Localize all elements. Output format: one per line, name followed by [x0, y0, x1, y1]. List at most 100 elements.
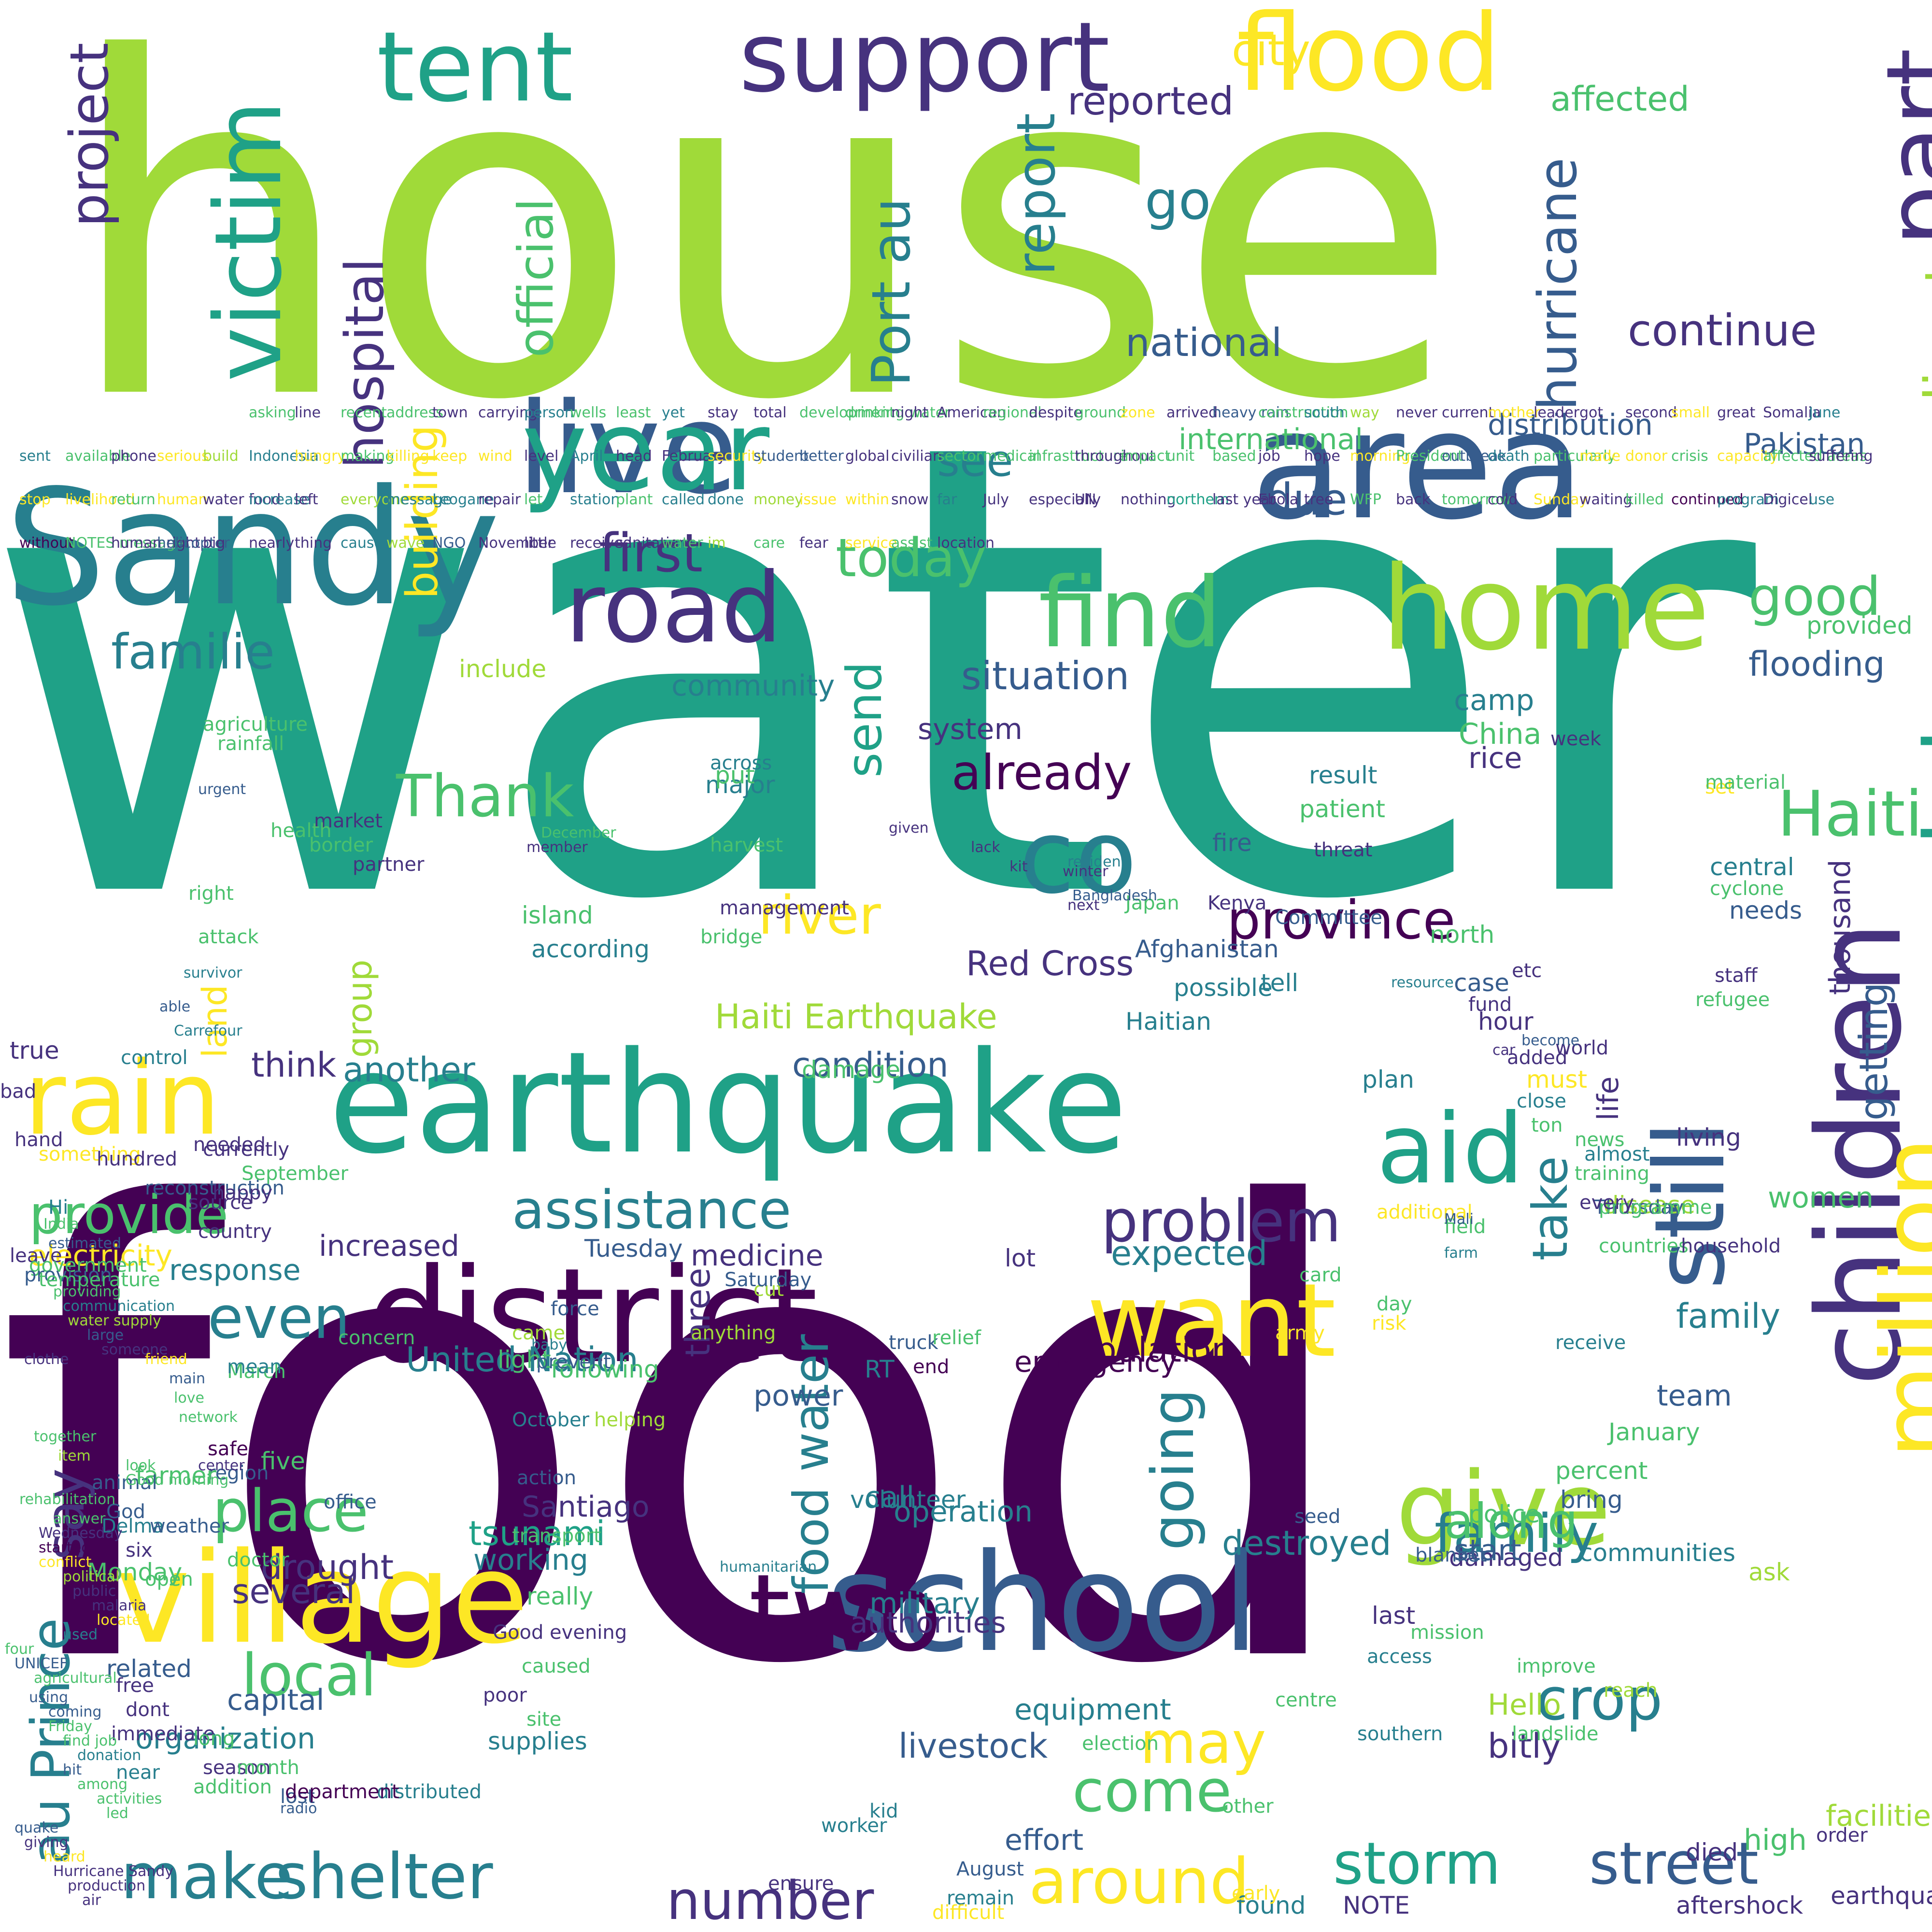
cloud-word: training — [1575, 1163, 1649, 1185]
cloud-word: countries — [1599, 1235, 1689, 1257]
cloud-word: UNICEF — [14, 1655, 68, 1672]
cloud-word: doctor — [227, 1549, 289, 1571]
cloud-word: Hi — [48, 1196, 69, 1219]
cloud-word: recent — [341, 404, 387, 421]
cloud-word: care — [753, 535, 785, 552]
cloud-word: sanitation — [616, 535, 688, 552]
cloud-word: got — [1579, 404, 1604, 421]
cloud-word: mission — [1410, 1621, 1484, 1644]
cloud-word: main — [169, 1370, 205, 1387]
cloud-word: Wednesday — [39, 1525, 123, 1542]
cloud-word: quake — [14, 1819, 59, 1836]
cloud-word: together — [34, 1428, 97, 1445]
cloud-word: student — [753, 448, 809, 465]
cloud-word: provide — [29, 1184, 229, 1246]
cloud-word: arrived — [1166, 404, 1218, 421]
cloud-word: relief — [932, 1327, 981, 1349]
cloud-word: season — [203, 1757, 271, 1779]
cloud-word: resident — [1067, 853, 1127, 870]
cloud-word: NGO — [432, 535, 466, 552]
cloud-word: malaria — [92, 1597, 147, 1614]
cloud-word: police — [1468, 1500, 1540, 1528]
cloud-word: water food — [203, 491, 281, 508]
cloud-word: hundred — [97, 1148, 178, 1170]
cloud-word: island — [522, 901, 593, 929]
cloud-word: night — [891, 404, 929, 421]
cloud-word: getting — [1851, 982, 1896, 1121]
cloud-word: President — [1396, 448, 1463, 465]
cloud-word: response — [169, 1253, 301, 1287]
cloud-word: support — [739, 1, 1110, 114]
cloud-word: capacity — [1717, 448, 1778, 465]
cloud-word: Monday — [87, 1558, 183, 1586]
cloud-word: making — [341, 448, 395, 465]
cloud-word: zone — [1121, 404, 1155, 421]
cloud-word: big — [203, 535, 226, 552]
cloud-word: assist — [891, 535, 933, 552]
cloud-word: drinking water — [845, 404, 951, 421]
cloud-word: found — [1236, 1891, 1306, 1919]
cloud-word: survivor — [184, 965, 242, 981]
cloud-word: year — [522, 387, 770, 516]
cloud-word: place — [213, 1478, 369, 1545]
cloud-word: March — [227, 1361, 286, 1383]
cloud-word: condition — [792, 1045, 949, 1085]
cloud-word: estimated — [48, 1235, 122, 1252]
cloud-word: farmer — [135, 1462, 216, 1490]
cloud-word: waiting — [1579, 491, 1633, 508]
cloud-word: look — [126, 1457, 156, 1474]
cloud-word: plant — [616, 491, 653, 508]
cloud-word: capital — [227, 1683, 325, 1717]
cloud-word: power — [753, 1379, 843, 1413]
cloud-word: number — [667, 1870, 874, 1932]
cloud-word: city — [1232, 25, 1311, 76]
cloud-word: every — [1579, 1192, 1634, 1214]
cloud-word: helping — [594, 1409, 666, 1431]
cloud-word: regional — [983, 404, 1042, 421]
cloud-word: must — [1526, 1065, 1588, 1094]
cloud-word: land — [195, 984, 235, 1058]
cloud-word: month — [237, 1757, 299, 1779]
cloud-word: continued — [1671, 491, 1744, 508]
cloud-word: really — [526, 1582, 594, 1610]
cloud-word: air — [82, 1892, 101, 1909]
cloud-word: Saturday — [724, 1269, 812, 1291]
cloud-word: particularly — [1534, 448, 1616, 465]
cloud-word: tree — [1304, 491, 1334, 508]
cloud-word: current — [1442, 404, 1494, 421]
cloud-word: RT — [865, 1355, 895, 1383]
cloud-word: among — [77, 1776, 128, 1793]
cloud-word: donor — [1625, 448, 1668, 465]
cloud-word: winter — [1063, 863, 1108, 880]
cloud-word: Tuesday — [584, 1235, 683, 1263]
cloud-word: street — [1589, 1831, 1759, 1898]
cloud-word: live — [517, 376, 739, 522]
cloud-word: according — [531, 935, 650, 963]
cloud-word: outbreak — [1442, 448, 1507, 465]
cloud-word: five — [261, 1447, 305, 1475]
cloud-word: material — [1705, 771, 1786, 794]
cloud-word: thousand — [1823, 859, 1857, 995]
cloud-word: operation — [894, 1495, 1033, 1529]
cloud-word: Haiti Earthquake — [715, 997, 997, 1037]
cloud-word: following — [551, 1355, 659, 1383]
cloud-word: called — [662, 491, 705, 508]
cloud-word: today — [836, 527, 987, 589]
cloud-word: suffering — [1809, 448, 1873, 465]
cloud-word: flooding — [1748, 644, 1885, 684]
cloud-word: leader — [1534, 404, 1580, 421]
cloud-word: immediate — [111, 1723, 215, 1745]
cloud-word: going — [1140, 1388, 1207, 1550]
cloud-word: small — [1671, 404, 1710, 421]
cloud-word: week — [1550, 728, 1602, 750]
cloud-word: go — [1145, 170, 1211, 231]
cloud-word: tent — [377, 11, 573, 124]
cloud-word: distributed — [377, 1781, 482, 1803]
cloud-word: north — [1430, 921, 1495, 949]
cloud-word: river — [758, 884, 881, 946]
cloud-word: Red Cross — [966, 944, 1134, 983]
cloud-word: remain — [947, 1887, 1015, 1909]
cloud-word: truck — [889, 1332, 938, 1354]
cloud-word: leave — [10, 1245, 62, 1267]
